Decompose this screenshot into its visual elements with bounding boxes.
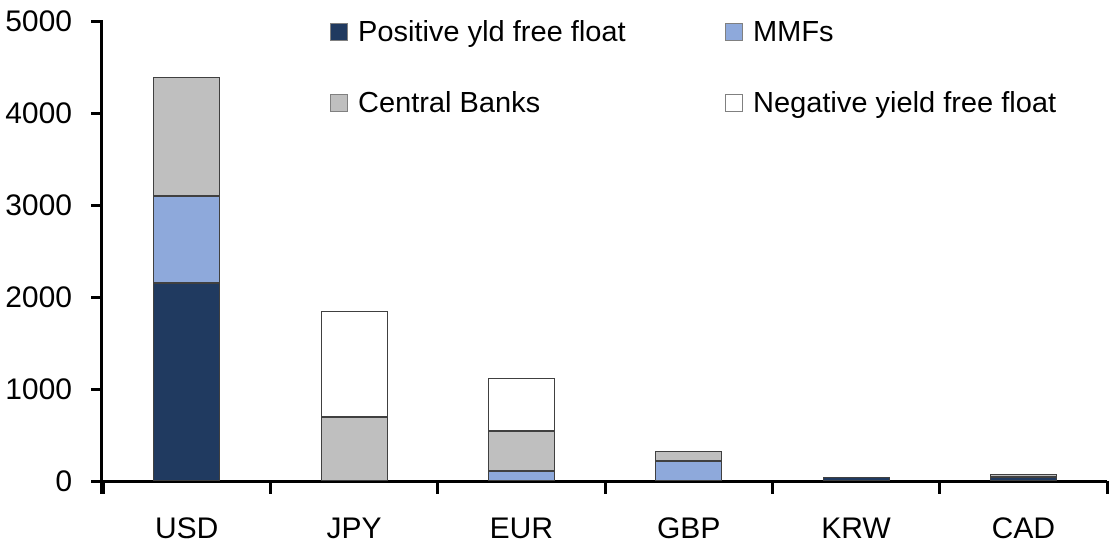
x-tick-3 <box>603 481 607 494</box>
y-tick-label-0: 0 <box>55 464 72 498</box>
y-tick-label-3000: 3000 <box>5 188 72 222</box>
x-label-USD: USD <box>154 512 219 545</box>
y-tick-2000 <box>91 296 100 299</box>
y-axis <box>100 20 103 494</box>
bar-EUR <box>487 378 555 481</box>
bar-segment-EUR-negative-yield-free-float <box>487 378 555 431</box>
x-label-CAD: CAD <box>991 512 1055 545</box>
x-tick-5 <box>938 481 942 494</box>
x-label-JPY: JPY <box>326 512 382 545</box>
bar-segment-EUR-mmfs <box>487 471 555 481</box>
bar-segment-GBP-mmfs <box>655 461 723 481</box>
legend-item-positive-yld-free-float: Positive yld free float <box>330 15 626 49</box>
bar-segment-CAD-central-banks <box>989 474 1057 477</box>
x-tick-0 <box>101 481 105 494</box>
legend-item-negative-yield-free-float: Negative yield free float <box>725 86 1056 120</box>
x-label-EUR: EUR <box>489 512 553 545</box>
bar-JPY <box>320 311 388 481</box>
y-tick-0 <box>91 480 100 483</box>
bar-USD <box>153 77 221 481</box>
bar-segment-USD-mmfs <box>153 196 221 283</box>
y-tick-1000 <box>91 388 100 391</box>
x-label-KRW: KRW <box>821 512 891 545</box>
x-label-GBP: GBP <box>656 512 721 545</box>
legend-swatch-mmfs-icon <box>725 23 743 41</box>
plot-area <box>103 21 1107 481</box>
x-tick-1 <box>268 481 272 494</box>
bar-segment-GBP-central-banks <box>655 451 723 461</box>
x-tick-2 <box>436 481 440 494</box>
bar-segment-USD-positive-yld-free-float <box>153 283 221 481</box>
y-tick-label-1000: 1000 <box>5 372 72 406</box>
y-tick-label-5000: 5000 <box>5 4 72 38</box>
x-tick-6 <box>1105 481 1109 494</box>
bar-segment-JPY-central-banks <box>320 417 388 481</box>
legend-label: MMFs <box>753 16 834 48</box>
legend-item-mmfs: MMFs <box>725 15 834 49</box>
legend-label: Positive yld free float <box>358 16 626 48</box>
legend-item-central-banks: Central Banks <box>330 86 540 120</box>
legend-swatch-central-banks-icon <box>330 94 348 112</box>
bar-segment-EUR-central-banks <box>487 431 555 471</box>
y-tick-5000 <box>91 20 100 23</box>
legend-swatch-negative-icon <box>725 94 743 112</box>
y-tick-label-4000: 4000 <box>5 96 72 130</box>
bar-segment-USD-central-banks <box>153 77 221 196</box>
x-tick-4 <box>770 481 774 494</box>
y-tick-4000 <box>91 112 100 115</box>
y-tick-3000 <box>91 204 100 207</box>
bar-GBP <box>655 451 723 481</box>
legend-label: Negative yield free float <box>753 87 1057 119</box>
bar-KRW <box>822 477 890 481</box>
bar-segment-KRW-positive-yld-free-float <box>822 477 890 481</box>
y-tick-label-2000: 2000 <box>5 280 72 314</box>
bar-segment-CAD-positive-yld-free-float <box>989 477 1057 481</box>
legend-label: Central Banks <box>358 87 541 119</box>
bar-segment-JPY-negative-yield-free-float <box>320 311 388 417</box>
legend-swatch-positive-icon <box>330 23 348 41</box>
bar-CAD <box>989 474 1057 481</box>
